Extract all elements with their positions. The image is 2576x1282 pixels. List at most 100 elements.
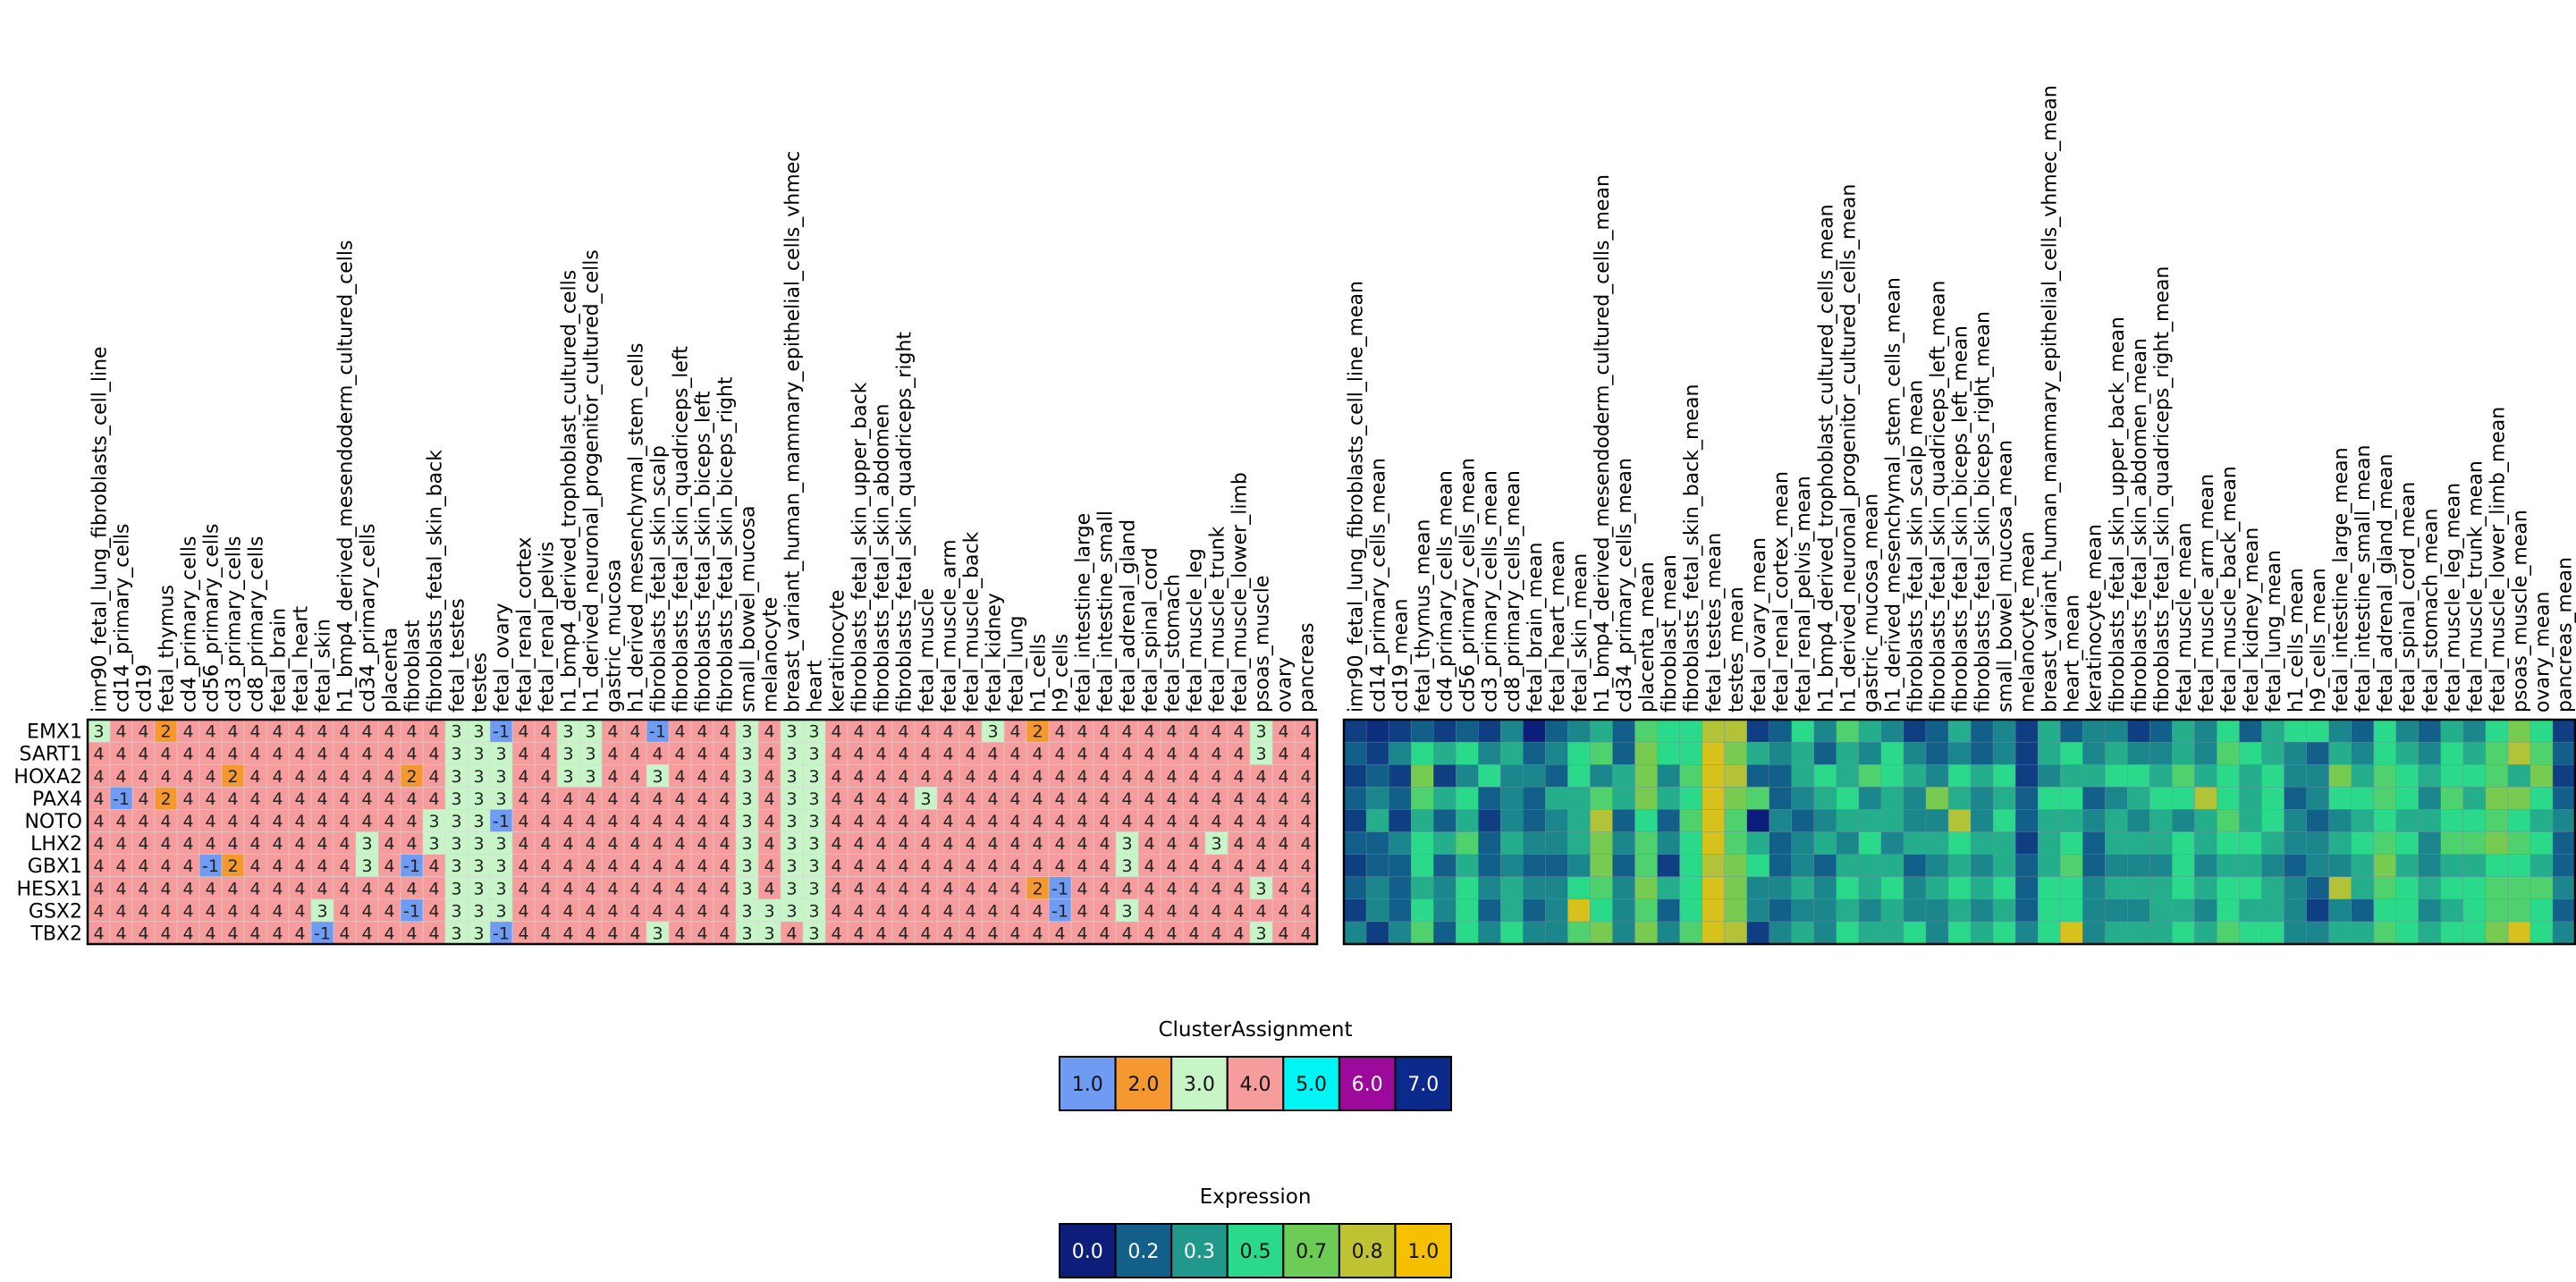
cluster-cell-label: 4 xyxy=(674,856,685,876)
cluster-cell-label: 3 xyxy=(451,834,461,854)
cluster-cell-label: 3 xyxy=(361,834,372,854)
cluster-cell-label: 4 xyxy=(920,924,931,943)
expression-cell xyxy=(1947,741,1972,765)
expression-cell xyxy=(2014,921,2039,945)
expression-cell xyxy=(2351,741,2375,765)
cluster-cell xyxy=(1227,831,1251,856)
cluster-cell xyxy=(735,786,759,810)
cluster-cell xyxy=(713,809,737,833)
cluster-cell-label: 4 xyxy=(1032,924,1043,943)
column-label: imr90_fetal_lung_fibroblasts_cell_line xyxy=(89,346,112,713)
cluster-cell xyxy=(1137,854,1161,878)
cluster-cell-label: 4 xyxy=(1166,856,1177,876)
cluster-cell-label: 4 xyxy=(1121,789,1132,809)
expression-cell xyxy=(1813,787,1837,810)
cluster-cell xyxy=(891,763,916,788)
cluster-cell-label: 4 xyxy=(1300,856,1311,876)
expression-cell xyxy=(1500,764,1524,788)
cluster-cell-label: 4 xyxy=(831,879,841,898)
expression-cell xyxy=(2261,876,2285,900)
cluster-cell-label: 4 xyxy=(853,879,864,898)
cluster-cell-label: 4 xyxy=(853,745,864,764)
expression-cell xyxy=(2217,854,2240,878)
cluster-cell-label: 3 xyxy=(473,924,484,943)
cluster-cell-label: 4 xyxy=(764,767,774,787)
expression-cell xyxy=(1343,876,1367,900)
expression-cell xyxy=(1903,831,1927,856)
cluster-cell-label: 4 xyxy=(160,879,171,898)
cluster-cell-label: 3 xyxy=(495,834,506,854)
expression-cell xyxy=(1612,809,1635,833)
mean-column-label: cd34_primary_cells_mean xyxy=(1614,458,1636,713)
cluster-cell xyxy=(1070,741,1094,765)
expression-cell xyxy=(2306,787,2330,810)
expression-cell xyxy=(2373,719,2397,743)
cluster-cell-label: 4 xyxy=(406,879,417,898)
expression-cell xyxy=(2037,854,2061,878)
cluster-cell-label: 3 xyxy=(1121,856,1132,876)
expression-cell xyxy=(1612,876,1635,900)
column-label: cd19 xyxy=(134,664,156,713)
cluster-cell-label: 4 xyxy=(1255,901,1266,921)
column-label: h1_derived_mesenchymal_stem_cells xyxy=(626,343,648,713)
expression-cell xyxy=(1365,854,1389,878)
cluster-cell-label: 4 xyxy=(1121,924,1132,943)
expression-cell xyxy=(1746,854,1770,878)
cluster-cell xyxy=(377,809,401,833)
column-label: placenta xyxy=(380,628,402,713)
column-label: fetal_brain xyxy=(268,608,291,713)
expression-cell xyxy=(1567,787,1591,810)
expression-cell xyxy=(2059,741,2083,765)
expression-cell xyxy=(1925,787,1949,810)
expression-cell xyxy=(2082,741,2106,765)
expression-cell xyxy=(1455,719,1479,743)
cluster-cell-label: 3 xyxy=(786,879,797,898)
cluster-cell-label: 4 xyxy=(629,901,640,921)
expression-cell xyxy=(2059,898,2083,923)
cluster-cell-label: 4 xyxy=(898,879,908,898)
cluster-cell-label: 4 xyxy=(115,901,126,921)
expression-cell xyxy=(1545,787,1568,810)
column-label: h1_derived_neuronal_progenitor_cultured_… xyxy=(581,249,604,713)
expression-cell xyxy=(1523,898,1546,923)
cluster-cell-label: 4 xyxy=(1255,834,1266,854)
expression-cell xyxy=(1746,764,1770,788)
mean-column-label: fibroblasts_fetal_skin_back_mean xyxy=(1681,384,1703,713)
column-label: ovary xyxy=(1274,657,1296,713)
expression-cell xyxy=(1657,787,1681,810)
cluster-cell-label: 4 xyxy=(1278,879,1288,898)
cluster-cell xyxy=(847,831,871,856)
legend-swatch xyxy=(1059,1223,1117,1278)
legend-swatch xyxy=(1226,1223,1285,1278)
cluster-cell xyxy=(266,809,290,833)
cluster-cell-label: 4 xyxy=(361,745,372,764)
expression-cell xyxy=(1612,741,1635,765)
expression-cell xyxy=(2485,876,2509,900)
cluster-cell-label: 4 xyxy=(317,722,327,742)
cluster-cell xyxy=(534,763,558,788)
cluster-cell-label: 3 xyxy=(473,834,484,854)
cluster-cell xyxy=(579,719,603,743)
expression-cell xyxy=(1567,854,1591,878)
expression-cell xyxy=(2105,876,2128,900)
expression-cell xyxy=(2105,741,2128,765)
cluster-cell xyxy=(422,831,446,856)
expression-cell xyxy=(1970,854,1994,878)
cluster-cell-label: 4 xyxy=(942,879,953,898)
cluster-cell xyxy=(377,898,401,923)
cluster-cell-label: 4 xyxy=(93,901,104,921)
cluster-cell xyxy=(131,831,156,856)
expression-cell xyxy=(1432,719,1457,743)
cluster-cell-label: 4 xyxy=(384,879,394,898)
expression-cell xyxy=(1970,898,1994,923)
cluster-cell-label: 3 xyxy=(808,901,819,921)
expression-cell xyxy=(2239,854,2262,878)
cluster-cell-label: -1 xyxy=(493,812,510,831)
expression-cell xyxy=(2373,898,2397,923)
cluster-cell-label: 4 xyxy=(1188,812,1199,831)
expression-cell xyxy=(1545,719,1568,743)
expression-cell xyxy=(2306,876,2330,900)
cluster-cell xyxy=(959,741,983,765)
cluster-cell-label: 4 xyxy=(831,745,841,764)
cluster-cell-label: 4 xyxy=(1144,834,1154,854)
